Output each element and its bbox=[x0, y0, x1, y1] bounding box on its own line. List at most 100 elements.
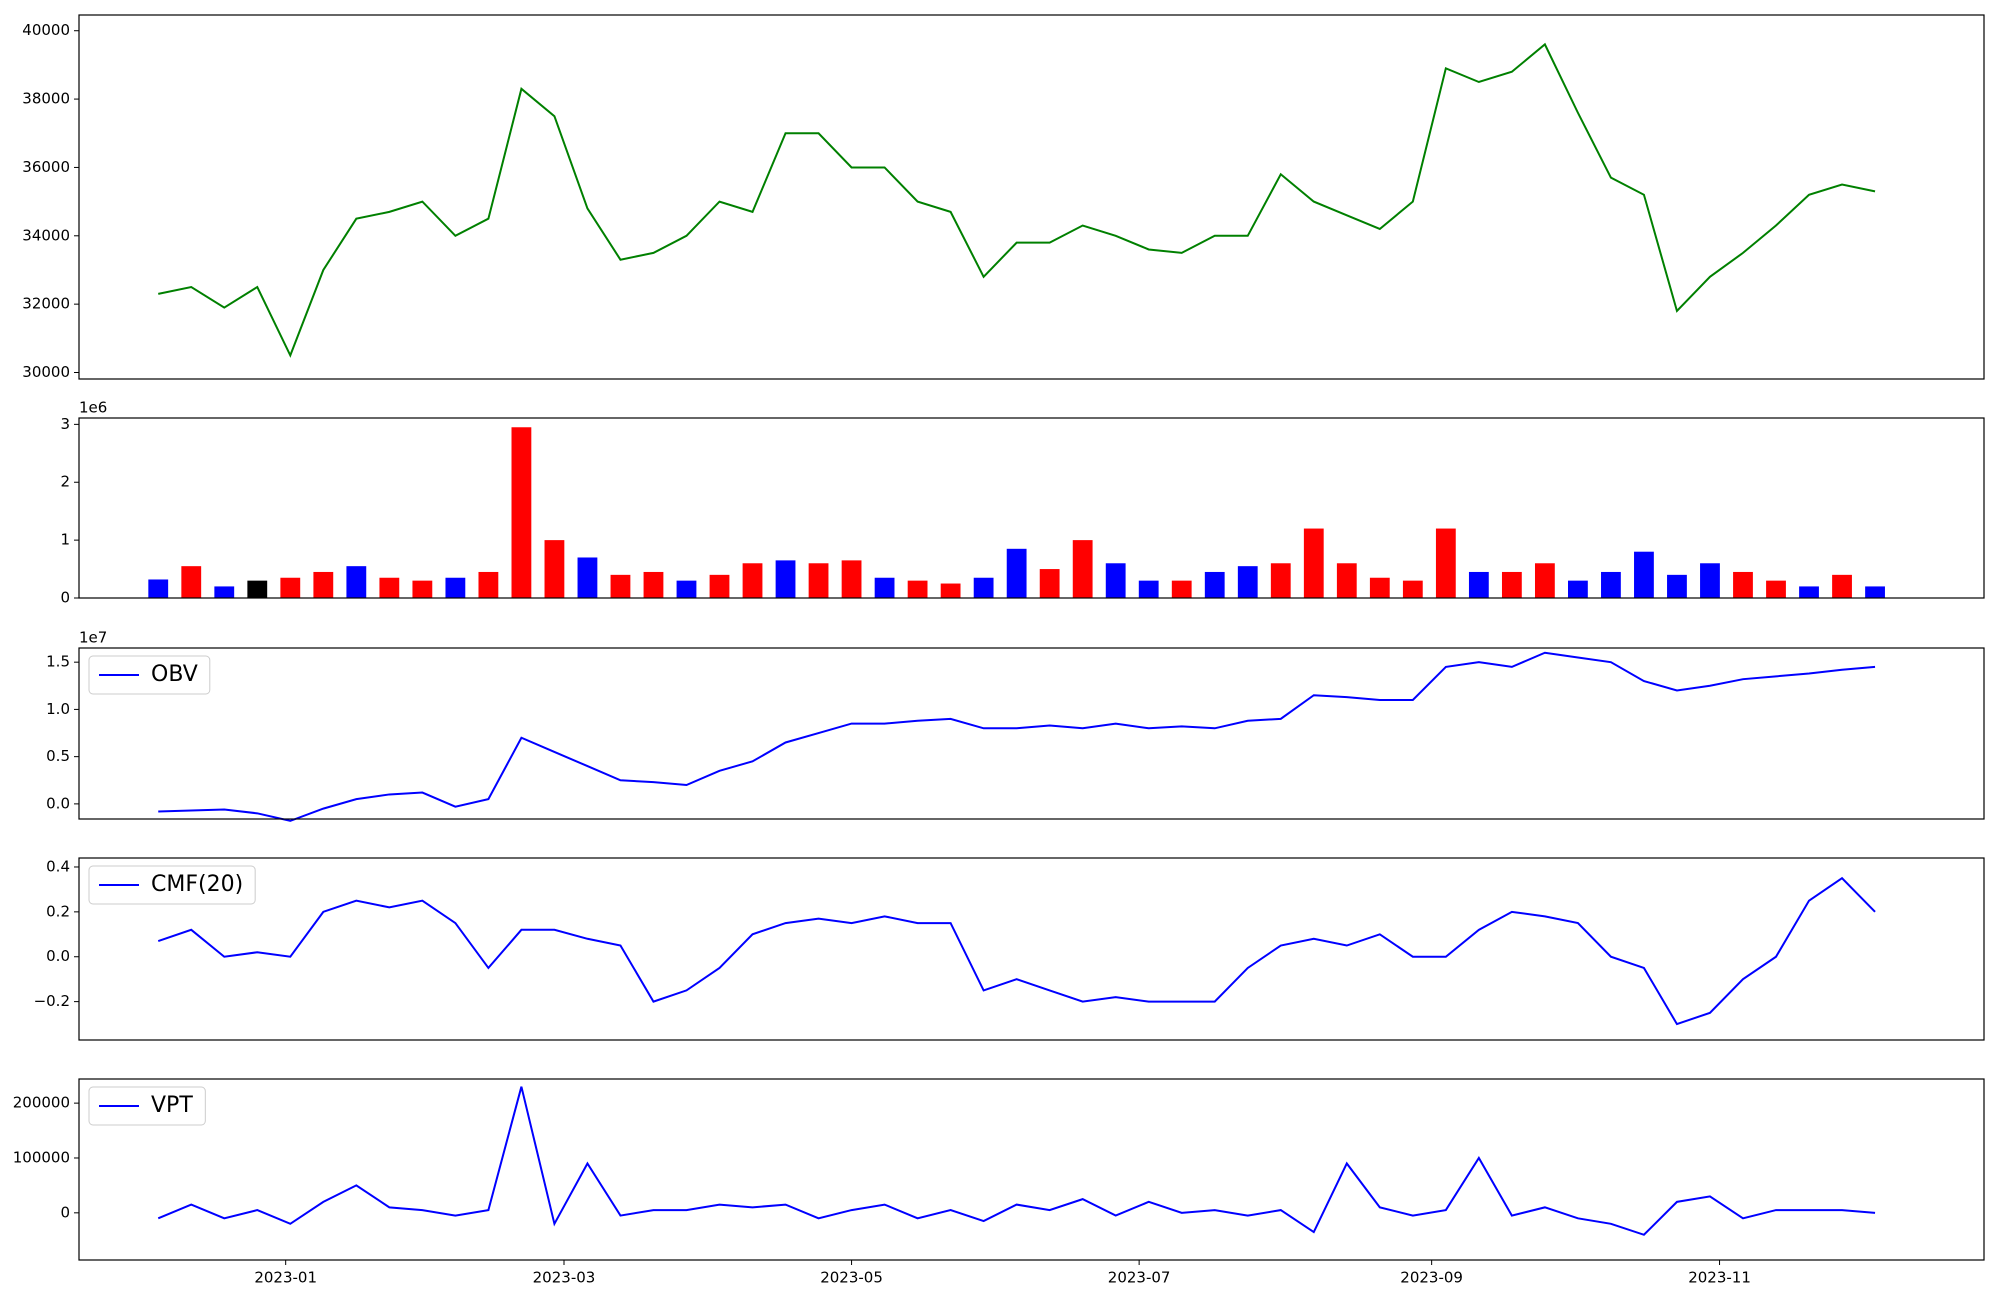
x-tick-label: 2023-11 bbox=[1688, 1269, 1751, 1287]
volume-bar bbox=[1105, 563, 1126, 598]
volume-bar bbox=[742, 563, 763, 598]
volume-bar bbox=[907, 580, 928, 598]
volume-bar bbox=[1865, 586, 1885, 598]
volume-bar bbox=[1733, 571, 1753, 598]
y-tick-label: 38000 bbox=[22, 90, 70, 108]
volume-bar bbox=[610, 574, 631, 598]
legend-label: CMF(20) bbox=[151, 872, 243, 897]
volume-bar bbox=[1601, 571, 1621, 598]
volume-bar bbox=[1799, 586, 1819, 598]
axes-frame bbox=[78, 417, 1985, 599]
legend-label: OBV bbox=[151, 662, 198, 687]
volume-bar bbox=[1039, 569, 1060, 598]
volume-bar bbox=[1634, 551, 1654, 598]
data-line bbox=[157, 1086, 1876, 1236]
volume-bar bbox=[1072, 540, 1093, 598]
volume-bar bbox=[808, 563, 829, 598]
volume-bar bbox=[412, 580, 433, 598]
y-tick-label: 0 bbox=[60, 589, 70, 607]
data-line bbox=[158, 42, 1876, 358]
y-tick-label: 0 bbox=[60, 1203, 70, 1221]
x-tick-label: 2023-03 bbox=[533, 1269, 596, 1287]
y-tick-label: 0.0 bbox=[46, 794, 70, 812]
legend: CMF(20) bbox=[88, 865, 256, 905]
volume-bar bbox=[445, 577, 466, 598]
panel: −0.2 0.0 0.2 0.4 CMF(20) bbox=[34, 857, 1985, 1041]
axes-frame bbox=[78, 647, 1985, 820]
volume-bar bbox=[1204, 571, 1225, 598]
volume-bar bbox=[643, 571, 664, 598]
volume-bar bbox=[676, 580, 697, 598]
volume-bar bbox=[1568, 580, 1588, 598]
volume-bar bbox=[346, 566, 367, 598]
legend-label: VPT bbox=[151, 1093, 193, 1118]
legend-box bbox=[88, 865, 256, 905]
volume-bar bbox=[214, 586, 235, 598]
axis-offset-label: 1e6 bbox=[79, 399, 107, 417]
y-tick-label: 40000 bbox=[22, 21, 70, 39]
y-tick-label: 0.2 bbox=[46, 902, 70, 920]
volume-bar bbox=[544, 540, 565, 598]
y-tick-label: 1 bbox=[60, 531, 70, 549]
y-tick-label: −0.2 bbox=[34, 992, 70, 1010]
x-tick-label: 2023-09 bbox=[1400, 1269, 1463, 1287]
y-tick-label: 34000 bbox=[22, 226, 70, 244]
volume-bar bbox=[1369, 577, 1390, 598]
y-tick-label: 1.5 bbox=[46, 653, 70, 671]
panel: 0 1 2 3 1e6 bbox=[60, 399, 1985, 607]
volume-bar bbox=[379, 577, 400, 598]
volume-bar bbox=[775, 560, 796, 598]
volume-bar bbox=[709, 574, 730, 598]
y-tick-label: 100000 bbox=[13, 1148, 70, 1166]
panel: 0.0 0.5 1.0 1.5 1e7 OBV bbox=[46, 629, 1985, 822]
legend-box bbox=[88, 655, 211, 695]
volume-bar bbox=[1700, 563, 1720, 598]
y-tick-label: 0.4 bbox=[46, 857, 70, 875]
legend: VPT bbox=[88, 1086, 206, 1126]
data-line bbox=[158, 651, 1876, 822]
y-tick-label: 0.5 bbox=[46, 747, 70, 765]
volume-bar bbox=[1435, 528, 1456, 598]
y-tick-label: 0.0 bbox=[46, 947, 70, 965]
volume-bar bbox=[1832, 574, 1852, 598]
volume-bar bbox=[1501, 571, 1522, 598]
axis-offset-label: 1e7 bbox=[79, 629, 107, 647]
axes-frame bbox=[78, 1078, 1985, 1261]
volume-bar bbox=[1402, 580, 1423, 598]
volume-bar bbox=[478, 571, 499, 598]
y-tick-label: 36000 bbox=[22, 158, 70, 176]
volume-bar bbox=[1534, 563, 1555, 598]
volume-bar bbox=[1138, 580, 1159, 598]
volume-bar bbox=[313, 571, 334, 598]
legend-box bbox=[88, 1086, 206, 1126]
volume-bar bbox=[841, 560, 862, 598]
axes-frame bbox=[78, 14, 1985, 380]
y-tick-label: 30000 bbox=[22, 363, 70, 381]
x-tick-label: 2023-07 bbox=[1108, 1269, 1171, 1287]
volume-bar bbox=[940, 583, 961, 598]
volume-bar bbox=[1006, 548, 1027, 598]
data-line bbox=[157, 876, 1876, 1026]
volume-bar bbox=[1171, 580, 1192, 598]
legend: OBV bbox=[88, 655, 211, 695]
volume-bar bbox=[973, 577, 994, 598]
volume-bar bbox=[1468, 571, 1489, 598]
axes-frame bbox=[78, 857, 1985, 1041]
panel: 30000 32000 34000 36000 38000 40000 bbox=[22, 14, 1985, 381]
panel: 0 100000 200000 2023-01 2023-03 2023-05 2023-0… bbox=[13, 1078, 1985, 1287]
y-tick-label: 1.0 bbox=[46, 700, 70, 718]
x-tick-label: 2023-01 bbox=[254, 1269, 317, 1287]
x-tick-label: 2023-05 bbox=[820, 1269, 883, 1287]
y-tick-label: 32000 bbox=[22, 295, 70, 313]
volume-bar bbox=[577, 557, 598, 598]
volume-bar bbox=[1766, 580, 1786, 598]
y-tick-label: 3 bbox=[60, 415, 70, 433]
volume-bar bbox=[280, 577, 301, 598]
volume-bar bbox=[1237, 566, 1258, 598]
y-tick-label: 2 bbox=[60, 473, 70, 491]
volume-bar bbox=[1336, 563, 1357, 598]
volume-bar bbox=[1303, 528, 1324, 598]
volume-bar bbox=[511, 427, 532, 598]
volume-bar bbox=[148, 579, 169, 598]
